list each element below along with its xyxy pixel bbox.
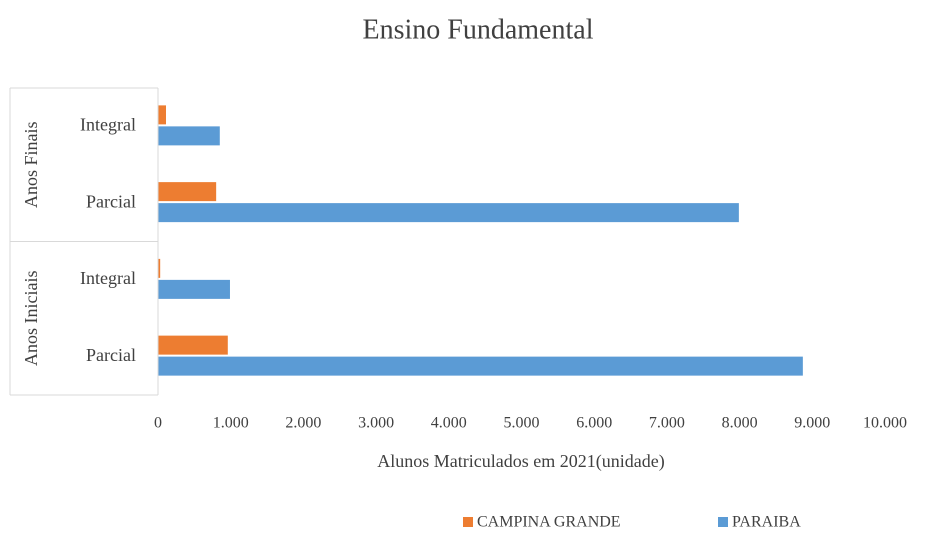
x-tick-label: 7.000 <box>649 415 685 432</box>
x-tick-label: 9.000 <box>794 415 830 432</box>
x-tick-label: 5.000 <box>504 415 540 432</box>
y-tick-label: Parcial <box>86 345 136 365</box>
x-tick-label: 1.000 <box>213 415 249 432</box>
x-tick-label: 10.000 <box>863 415 907 432</box>
x-tick-label: 6.000 <box>576 415 612 432</box>
x-tick-label: 2.000 <box>285 415 321 432</box>
bar <box>158 258 161 278</box>
x-axis-title: Alunos Matriculados em 2021(unidade) <box>377 451 664 472</box>
chart-title: Ensino Fundamental <box>363 14 594 45</box>
group-label: Anos Iniciais <box>21 271 41 366</box>
x-tick-label: 3.000 <box>358 415 394 432</box>
x-tick-label: 0 <box>154 415 162 432</box>
bar <box>158 126 220 146</box>
y-tick-label: Integral <box>80 268 136 288</box>
y-tick-label: Parcial <box>86 191 136 211</box>
x-tick-label: 8.000 <box>722 415 758 432</box>
bar <box>158 356 803 376</box>
y-tick-label: Integral <box>80 115 136 135</box>
legend-swatch <box>463 517 473 527</box>
bar <box>158 335 228 355</box>
bar <box>158 182 217 202</box>
group-label: Anos Finais <box>21 121 41 208</box>
bar <box>158 203 739 223</box>
legend-label: CAMPINA GRANDE <box>477 514 621 531</box>
legend-label: PARAIBA <box>732 514 801 531</box>
bar <box>158 105 166 125</box>
x-tick-label: 4.000 <box>431 415 467 432</box>
bar <box>158 279 230 299</box>
legend-swatch <box>718 517 728 527</box>
